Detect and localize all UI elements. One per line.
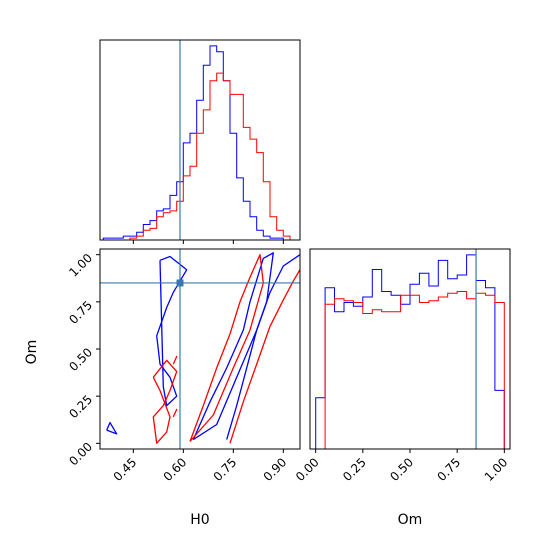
om-hist-frame xyxy=(309,248,511,450)
joint-x-tick-label-3: 0.90 xyxy=(261,455,290,484)
contour-group xyxy=(106,252,300,444)
contour-series-1-1 xyxy=(172,355,178,365)
joint-y-tick-label-2: 0.50 xyxy=(66,345,95,374)
y-axis-label-om: Om xyxy=(24,340,40,365)
om-marginal-histogram: 0.00 0.25 0.50 0.75 1.00 xyxy=(293,248,511,484)
contour-series-0-0 xyxy=(106,421,118,435)
om-x-tick-label-0: 0.00 xyxy=(293,455,322,484)
joint-x-tick-label-2: 0.75 xyxy=(211,455,240,484)
joint-x-tick-label-1: 0.60 xyxy=(161,455,190,484)
joint-y-tick-label-1: 0.25 xyxy=(66,392,95,421)
om-x-tick-label-3: 0.75 xyxy=(434,455,463,484)
h0-om-joint-contours: 0.45 0.60 0.75 0.90 0.00 0.25 0.50 0.75 1.00 xyxy=(66,248,301,484)
om-x-tick-label-4: 1.00 xyxy=(482,455,511,484)
joint-y-tick-label-3: 0.75 xyxy=(66,298,95,327)
contour-series-1-0 xyxy=(152,359,178,444)
contour-series-0-1 xyxy=(156,255,188,407)
contour-series-0-3 xyxy=(226,254,300,440)
x-axis-label-om: Om xyxy=(398,512,423,528)
om-x-tick-label-2: 0.50 xyxy=(387,455,416,484)
contour-series-1-3 xyxy=(189,254,264,442)
om-x-tick-label-1: 0.25 xyxy=(340,455,369,484)
h0-hist-series-1 xyxy=(103,72,297,241)
joint-x-tick-label-0: 0.45 xyxy=(111,455,140,484)
joint-y-tick-label-4: 1.00 xyxy=(66,251,95,280)
joint-y-tick-label-0: 0.00 xyxy=(66,440,95,469)
h0-hist-frame xyxy=(99,39,301,241)
x-axis-label-h0: H0 xyxy=(190,512,209,528)
h0-marginal-histogram xyxy=(99,39,301,244)
joint-truth-marker xyxy=(176,279,184,287)
h0-hist-series-0 xyxy=(102,45,297,241)
contour-series-1-4 xyxy=(229,268,300,444)
contour-series-1-2 xyxy=(172,408,178,418)
contour-series-0-2 xyxy=(192,252,274,441)
